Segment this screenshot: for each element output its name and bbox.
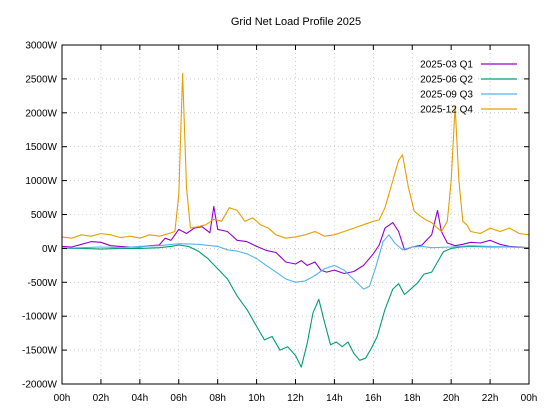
legend-label: 2025-09 Q3 [420, 90, 473, 101]
y-tick-label: -2000W [22, 380, 58, 391]
x-tick-label: 02h [93, 393, 110, 404]
legend: 2025-03 Q1 2025-06 Q2 2025-09 Q3 2025-12 Q4 [420, 60, 517, 116]
x-tick-label: 14h [326, 393, 343, 404]
series-line [61, 234, 530, 290]
y-tick-label: 2500W [25, 74, 57, 85]
chart-title: Grid Net Load Profile 2025 [231, 16, 361, 28]
y-tick-label: -500W [28, 278, 58, 289]
y-tick-label: 500W [31, 210, 58, 221]
x-tick-label: 08h [209, 393, 226, 404]
series-lines [61, 72, 530, 368]
legend-label: 2025-03 Q1 [420, 60, 473, 71]
y-tick-label: 0W [42, 244, 58, 255]
grid [62, 45, 529, 384]
y-tick-label: 3000W [25, 41, 57, 52]
y-tick-label: 1500W [25, 142, 57, 153]
x-tick-label: 04h [131, 393, 148, 404]
x-tick-label: 22h [482, 393, 499, 404]
y-tick-label: 1000W [25, 176, 57, 187]
series-line [61, 205, 530, 275]
x-tick-label: 10h [248, 393, 265, 404]
series-line [62, 244, 530, 368]
series-line [61, 72, 530, 239]
axis-ticks: 00h 02h 04h 06h 08h 10h 12h 14h 16h 18h 20h 22h 00h 3… [22, 41, 537, 405]
x-tick-label: 20h [443, 393, 460, 404]
x-tick-label: 16h [365, 393, 382, 404]
y-tick-label: 2000W [25, 108, 57, 119]
x-tick-label: 06h [170, 393, 187, 404]
x-tick-label: 18h [404, 393, 421, 404]
y-tick-label: -1000W [22, 312, 58, 323]
x-tick-label: 00h [521, 393, 538, 404]
x-tick-label: 00h [54, 393, 71, 404]
x-tick-label: 12h [287, 393, 304, 404]
legend-label: 2025-06 Q2 [420, 75, 473, 86]
y-tick-label: -1500W [22, 346, 58, 357]
legend-label: 2025-12 Q4 [420, 105, 473, 116]
